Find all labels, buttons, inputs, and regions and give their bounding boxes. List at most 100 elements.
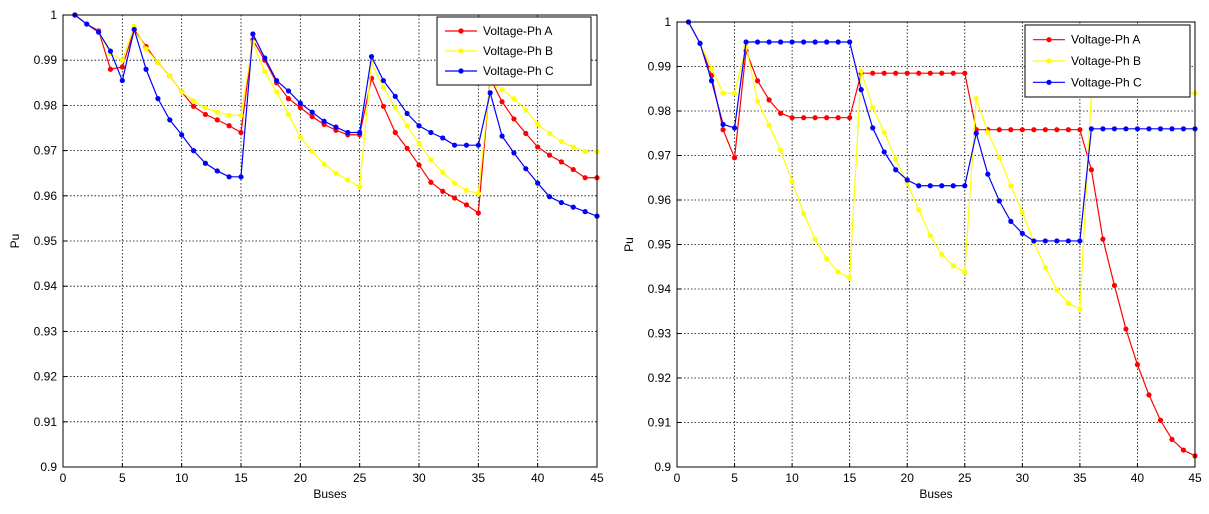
data-point (309, 114, 315, 120)
y-tick-label: 0.97 (34, 144, 58, 158)
data-point (870, 70, 876, 76)
y-tick-label: 0.91 (648, 416, 672, 430)
data-point (463, 187, 470, 193)
data-point (487, 90, 493, 96)
data-point (1088, 167, 1094, 173)
x-tick-label: 20 (901, 471, 915, 485)
data-point (835, 269, 841, 275)
data-point (996, 155, 1002, 161)
data-point (916, 207, 922, 213)
data-point (143, 66, 149, 72)
data-point (392, 93, 398, 99)
legend-swatch-marker (458, 68, 464, 74)
data-point (357, 129, 363, 136)
data-point (392, 129, 398, 136)
data-point (345, 129, 351, 136)
data-point (190, 148, 197, 154)
data-point (345, 177, 351, 183)
data-point (1111, 126, 1118, 132)
voltage-profile-chart-left: 0 5 10 15 20 25 30 35 40 45 0.9 0.91 0.92 0.93 0.94 0.9… (8, 8, 604, 501)
data-point (440, 135, 446, 141)
data-point (1054, 287, 1060, 293)
data-point (333, 124, 339, 130)
data-point (893, 167, 899, 173)
data-point (119, 57, 125, 63)
y-tick-label: 0.95 (648, 238, 672, 252)
data-point (847, 115, 853, 121)
legend-label: Voltage-Ph C (483, 64, 554, 78)
data-point (824, 115, 830, 121)
data-point (812, 115, 818, 121)
data-point (1042, 127, 1048, 133)
data-point (927, 70, 933, 76)
x-tick-label: 10 (175, 471, 189, 485)
data-point (824, 39, 830, 45)
data-point (1042, 238, 1048, 244)
data-point (119, 77, 125, 84)
data-point (285, 111, 292, 118)
data-point (84, 21, 90, 27)
data-point (973, 127, 979, 133)
x-tick-label: 40 (531, 471, 545, 485)
data-point (202, 160, 208, 166)
legend-label: Voltage-Ph A (1071, 33, 1140, 47)
data-point (996, 198, 1002, 204)
legend-swatch-marker (1046, 37, 1052, 43)
data-point (416, 162, 422, 168)
data-point (870, 125, 876, 131)
data-point (1019, 127, 1025, 133)
data-point (1123, 326, 1129, 332)
data-point (404, 110, 410, 117)
x-tick-label: 35 (472, 471, 486, 485)
x-tick-label: 5 (731, 471, 738, 485)
data-point (262, 68, 268, 75)
legend-swatch-marker (1046, 79, 1052, 85)
data-point (881, 70, 887, 76)
data-point (238, 112, 244, 118)
data-point (190, 103, 197, 109)
data-point (238, 174, 244, 180)
data-point (973, 130, 979, 136)
data-point (731, 155, 738, 161)
series-voltage-ph-c (72, 12, 600, 219)
data-point (297, 105, 303, 111)
data-point (916, 70, 922, 76)
data-point (214, 109, 220, 115)
data-point (985, 171, 991, 177)
data-point (1134, 362, 1141, 368)
data-point (570, 144, 576, 150)
y-tick-label: 0.99 (648, 60, 672, 74)
data-point (380, 103, 386, 109)
data-point (119, 64, 125, 70)
data-point (881, 149, 887, 155)
y-tick-label: 0.98 (648, 104, 672, 118)
y-tick-label: 0.94 (648, 282, 672, 296)
data-point (214, 117, 220, 123)
data-point (720, 121, 726, 127)
data-point (1054, 238, 1060, 244)
data-point (357, 184, 363, 190)
data-point (1054, 127, 1060, 133)
data-point (1019, 209, 1025, 216)
x-tick-label: 30 (412, 471, 426, 485)
legend-swatch-marker (458, 28, 464, 34)
data-point (1157, 126, 1164, 132)
series-lines (72, 12, 600, 219)
data-point (226, 174, 232, 180)
tick-labels: 0 5 10 15 20 25 30 35 40 45 0.9 0.91 0.92 0.93 0.94 0.9… (648, 15, 1202, 485)
data-point (511, 150, 517, 156)
x-tick-label: 30 (1016, 471, 1030, 485)
data-point (143, 46, 149, 52)
data-point (404, 123, 410, 129)
y-tick-label: 0.96 (648, 193, 672, 207)
data-point (535, 144, 541, 150)
data-point (1146, 126, 1152, 132)
data-point (939, 251, 945, 257)
data-point (368, 53, 375, 60)
data-point (285, 96, 292, 102)
data-point (743, 39, 749, 45)
data-point (523, 166, 529, 172)
data-point (107, 48, 114, 54)
x-tick-label: 15 (234, 471, 248, 485)
data-point (835, 39, 841, 45)
